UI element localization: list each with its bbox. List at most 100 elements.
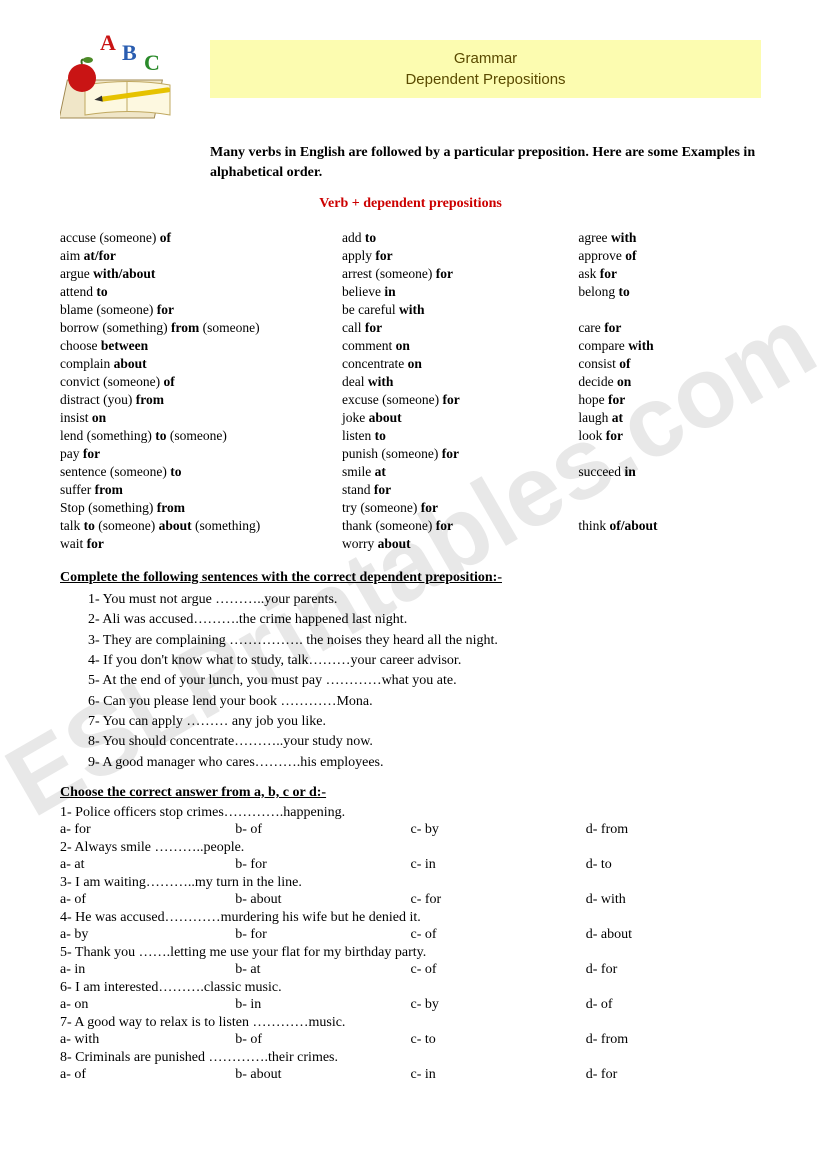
mc-option: b- of [235,1032,410,1048]
verb-cell: lend (something) to (someone) [60,428,334,444]
mc-option: b- in [235,997,410,1013]
verb-cell: care for [578,320,761,336]
mc-option: d- for [586,962,761,978]
verb-cell: attend to [60,284,334,300]
title-box: Grammar Dependent Prepositions [210,40,761,98]
verb-cell: concentrate on [342,356,570,372]
mc-option: b- at [235,962,410,978]
mc-option: d- for [586,1067,761,1083]
mc-options: a- byb- forc- ofd- about [60,927,761,943]
mc-option: a- of [60,1067,235,1083]
verb-cell: stand for [342,482,570,498]
mc-option: a- in [60,962,235,978]
exercise1-heading: Complete the following sentences with th… [60,570,761,586]
verb-cell: ask for [578,266,761,282]
svg-text:B: B [122,40,137,65]
verb-cell: blame (someone) for [60,302,334,318]
verb-cell: look for [578,428,761,444]
verb-cell [578,302,761,318]
mc-option: b- of [235,822,410,838]
mc-option: c- by [411,997,586,1013]
verb-cell: joke about [342,410,570,426]
verb-cell: deal with [342,374,570,390]
verb-cell: belong to [578,284,761,300]
verb-cell: convict (someone) of [60,374,334,390]
exercise-item: 5- At the end of your lunch, you must pa… [88,671,761,691]
verb-cell: call for [342,320,570,336]
mc-question: 5- Thank you …….letting me use your flat… [60,945,761,961]
verb-cell: Stop (something) from [60,500,334,516]
mc-option: a- at [60,857,235,873]
verb-cell: aim at/for [60,248,334,264]
verb-cell: laugh at [578,410,761,426]
verb-cell: be careful with [342,302,570,318]
mc-options: a- ofb- aboutc- ind- for [60,1067,761,1083]
verb-cell [578,536,761,552]
exercise-item: 8- You should concentrate………..your study… [88,732,761,752]
mc-question: 1- Police officers stop crimes………….happe… [60,805,761,821]
verb-cell [578,446,761,462]
mc-option: c- by [411,822,586,838]
mc-question: 6- I am interested……….classic music. [60,980,761,996]
exercise-item: 3- They are complaining ……………. the noise… [88,631,761,651]
mc-options: a- ofb- aboutc- ford- with [60,892,761,908]
svg-text:C: C [144,50,160,75]
verb-cell: thank (someone) for [342,518,570,534]
exercise1-list: 1- You must not argue ………..your parents.… [88,590,761,773]
mc-option: b- for [235,927,410,943]
mc-option: d- with [586,892,761,908]
verb-cell: approve of [578,248,761,264]
verb-cell: worry about [342,536,570,552]
verb-cell: apply for [342,248,570,264]
verb-cell: add to [342,230,570,246]
mc-option: b- for [235,857,410,873]
verb-cell: agree with [578,230,761,246]
mc-question: 8- Criminals are punished ………….their cri… [60,1050,761,1066]
mc-options: a- withb- ofc- tod- from [60,1032,761,1048]
title-line2: Dependent Prepositions [220,69,751,90]
exercise-item: 7- You can apply ……… any job you like. [88,712,761,732]
verb-cell: hope for [578,392,761,408]
verb-cell: sentence (someone) to [60,464,334,480]
mc-option: a- by [60,927,235,943]
multiple-choice-list: 1- Police officers stop crimes………….happe… [60,805,761,1083]
mc-option: c- in [411,1067,586,1083]
mc-option: c- of [411,927,586,943]
mc-question: 7- A good way to relax is to listen …………… [60,1015,761,1031]
svg-text:A: A [100,30,116,55]
mc-option: c- of [411,962,586,978]
verb-cell: wait for [60,536,334,552]
mc-options: a- atb- forc- ind- to [60,857,761,873]
mc-option: c- in [411,857,586,873]
mc-question: 4- He was accused…………murdering his wife … [60,910,761,926]
verb-cell: think of/about [578,518,761,534]
mc-options: a- inb- atc- ofd- for [60,962,761,978]
verb-cell: excuse (someone) for [342,392,570,408]
mc-option: a- with [60,1032,235,1048]
intro-text: Many verbs in English are followed by a … [210,143,761,182]
exercise-item: 1- You must not argue ………..your parents. [88,590,761,610]
verb-cell: borrow (something) from (someone) [60,320,334,336]
mc-option: b- about [235,1067,410,1083]
mc-option: c- to [411,1032,586,1048]
verb-cell: comment on [342,338,570,354]
verb-cell: try (someone) for [342,500,570,516]
verb-cell: consist of [578,356,761,372]
mc-options: a- onb- inc- byd- of [60,997,761,1013]
verb-cell [578,482,761,498]
mc-option: a- for [60,822,235,838]
abc-book-clipart: A B C [60,30,190,125]
mc-option: d- about [586,927,761,943]
header: A B C Grammar Dependent Prepositions [60,30,761,125]
mc-option: a- on [60,997,235,1013]
mc-option: d- from [586,822,761,838]
title-line1: Grammar [220,48,751,69]
verb-cell: distract (you) from [60,392,334,408]
verb-cell: suffer from [60,482,334,498]
verb-cell: succeed in [578,464,761,480]
verb-cell: punish (someone) for [342,446,570,462]
verb-table: accuse (someone) ofadd toagree withaim a… [60,230,761,552]
mc-question: 3- I am waiting………..my turn in the line. [60,875,761,891]
verb-cell: argue with/about [60,266,334,282]
mc-option: d- of [586,997,761,1013]
